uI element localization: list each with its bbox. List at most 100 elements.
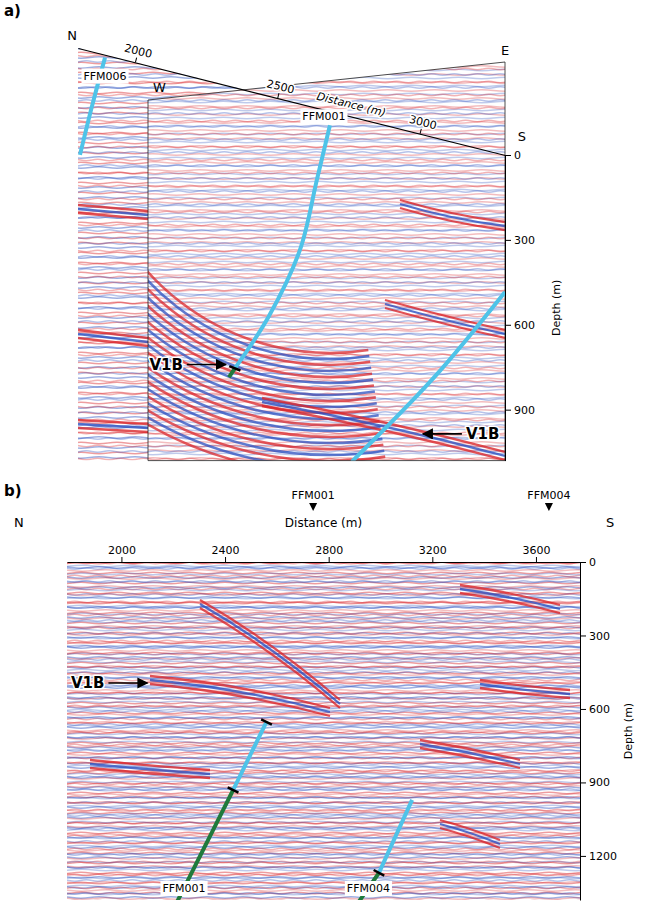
borehole: [176, 719, 272, 900]
tick-label: 2500: [265, 77, 295, 96]
label-patch: [345, 881, 392, 896]
label-patch: [81, 69, 128, 84]
diffraction-arc: [50, 134, 374, 389]
borehole: [352, 292, 505, 462]
reflector-band: [460, 593, 560, 613]
borehole-label-group: FFM006: [81, 69, 128, 84]
section-front-outline: [148, 62, 505, 461]
diffraction-arc: [62, 133, 372, 377]
borehole-segment: [352, 292, 505, 462]
annotation-arrow: [423, 433, 462, 435]
reflector-band: [420, 744, 520, 764]
diffraction-arc: [56, 134, 373, 383]
reflector-band: [150, 684, 330, 716]
axis-title: Depth (m): [550, 280, 563, 336]
axis-title: Distance (m): [285, 516, 362, 530]
tick-mark: [536, 557, 537, 562]
tick-label: 3600: [522, 544, 550, 557]
section-texture: [67, 562, 580, 900]
tick: 0: [505, 149, 521, 162]
direction-label: N: [67, 28, 77, 43]
tick-mark: [580, 856, 586, 857]
tick-mark: [420, 129, 421, 134]
axis-title: Depth (m): [622, 703, 635, 759]
diffraction-arc: [32, 136, 376, 407]
annotation-label: V1B: [71, 674, 104, 692]
axis: 200025003000Distance (m): [78, 31, 509, 156]
tick: 300: [505, 234, 535, 247]
borehole-marker: [374, 870, 385, 876]
axis: 03006009001200: [580, 556, 617, 900]
panel-label: b): [4, 482, 22, 500]
tick-mark: [580, 635, 586, 636]
tick: 3200: [419, 544, 447, 562]
panel-b: [67, 562, 580, 905]
reflector-band: [78, 428, 148, 432]
tick: 2400: [212, 544, 240, 562]
direction-label: E: [501, 43, 509, 58]
diffraction-arc: [0, 141, 385, 461]
borehole-marker: [229, 366, 240, 370]
tick: 2800: [315, 544, 343, 562]
tick: 3600: [522, 544, 550, 562]
tick-label: 300: [589, 629, 610, 642]
well-marker: [545, 503, 553, 511]
panel-label: a): [4, 2, 21, 20]
annotation-arrow: [187, 364, 226, 366]
tick-mark: [432, 557, 433, 562]
tick-mark: [580, 782, 586, 783]
tick-label: 600: [589, 703, 610, 716]
figure: 200025003000Distance (m)0300600900Depth …: [0, 0, 645, 910]
borehole-label-group: FFM001: [160, 881, 207, 896]
diffraction-arc: [26, 137, 377, 413]
tick-label: 2400: [212, 544, 240, 557]
tick-label: 0: [589, 556, 596, 569]
tick-label: 1200: [589, 850, 617, 863]
diffraction-arc: [0, 140, 382, 443]
well-marker-label: FFM001: [292, 489, 335, 502]
reflector-band: [460, 589, 560, 609]
panel-a: [0, 48, 505, 473]
borehole: [229, 125, 330, 377]
borehole-segment: [235, 125, 330, 368]
diffraction-arc: [74, 132, 370, 365]
tick-mark: [121, 557, 122, 562]
reflector-band: [400, 200, 505, 222]
well-marker-label: FFM004: [527, 489, 570, 502]
tick: 900: [505, 404, 535, 417]
reflector-band: [262, 406, 505, 460]
tick-mark: [329, 557, 330, 562]
front-decor: [0, 131, 505, 473]
axis-line: [505, 156, 506, 462]
reflector-band: [78, 334, 148, 342]
tick-label: 600: [514, 319, 535, 332]
diffraction-arc: [14, 138, 379, 425]
reflector-band: [440, 828, 500, 848]
direction-label: S: [606, 515, 614, 530]
reflector-band: [200, 608, 340, 708]
axis: 20002400280032003600: [68, 544, 581, 563]
reflector-band: [78, 330, 148, 338]
tick-mark: [225, 557, 226, 562]
diffraction-arc: [44, 135, 375, 395]
axis: 0 300 600 900: [505, 149, 535, 461]
borehole-marker: [261, 719, 272, 724]
tick-label: 3000: [408, 113, 438, 132]
tick: 2000: [122, 42, 154, 66]
tick-mark: [505, 325, 511, 326]
borehole-label: FFM006: [83, 70, 126, 83]
annotation-label: V1B: [149, 356, 182, 374]
borehole-label: FFM001: [162, 882, 205, 895]
diffraction-arc: [0, 142, 387, 473]
well-marker: [309, 503, 317, 511]
reflector-band: [385, 304, 505, 334]
tick-mark: [580, 709, 586, 710]
borehole-label: FFM001: [302, 110, 345, 123]
section-texture: [67, 562, 580, 900]
diffraction-arc: [8, 138, 380, 431]
tick-mark: [505, 410, 511, 411]
diffraction-arc: [0, 140, 383, 449]
label-patch: [160, 881, 207, 896]
label-patch: [300, 109, 347, 124]
tick-label: 300: [514, 234, 535, 247]
